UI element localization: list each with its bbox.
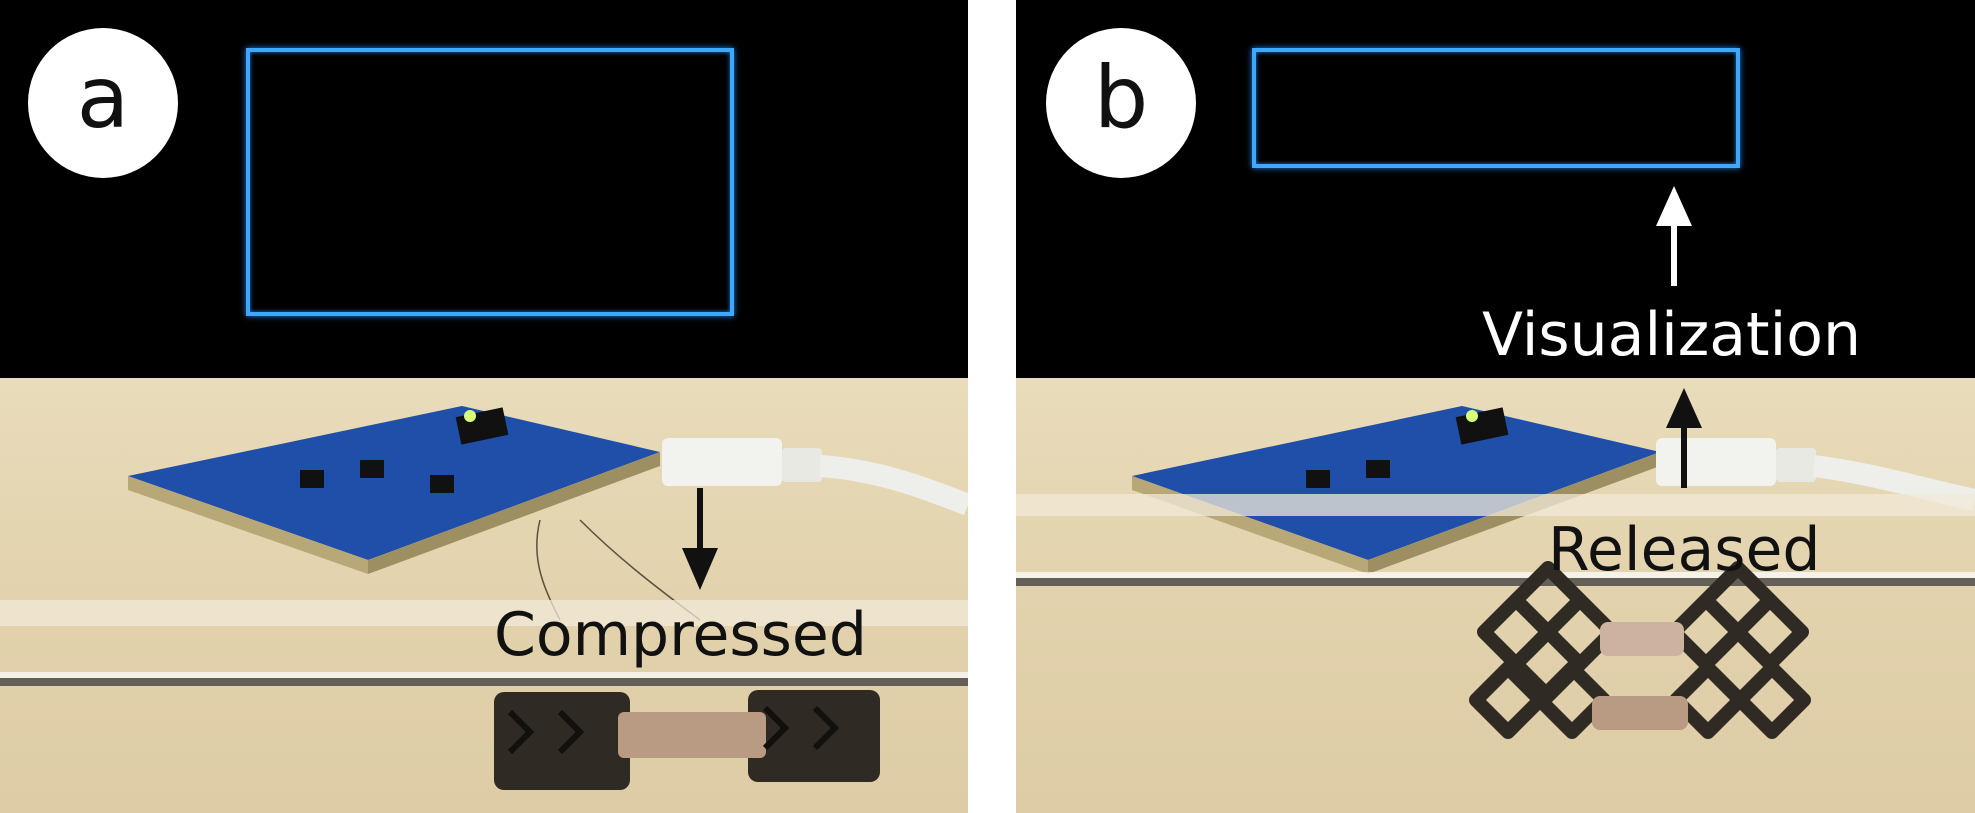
circuit-board	[128, 406, 660, 574]
released-sample	[1469, 561, 1811, 739]
visualization-label: Visualization	[1482, 300, 1861, 370]
panel-b: b Visualization Released	[1016, 0, 1975, 813]
visualization-rectangle	[246, 48, 734, 316]
panel-badge: a	[28, 28, 178, 178]
release-arrow	[1666, 388, 1702, 488]
usb-cable	[662, 438, 968, 516]
visualization-arrow	[1656, 186, 1692, 286]
glass-plate	[0, 600, 968, 686]
scene-illustration	[1016, 186, 1975, 739]
compressed-label: Compressed	[494, 600, 867, 670]
panel-a: a Compressed	[0, 0, 968, 813]
glass-plate	[1016, 494, 1975, 586]
compressed-sample	[494, 690, 880, 790]
visualization-rectangle	[1252, 48, 1740, 168]
panel-badge: b	[1046, 28, 1196, 178]
released-label: Released	[1548, 515, 1821, 585]
scene-illustration	[0, 406, 968, 790]
compression-arrow	[682, 488, 718, 590]
usb-cable	[1656, 438, 1975, 511]
